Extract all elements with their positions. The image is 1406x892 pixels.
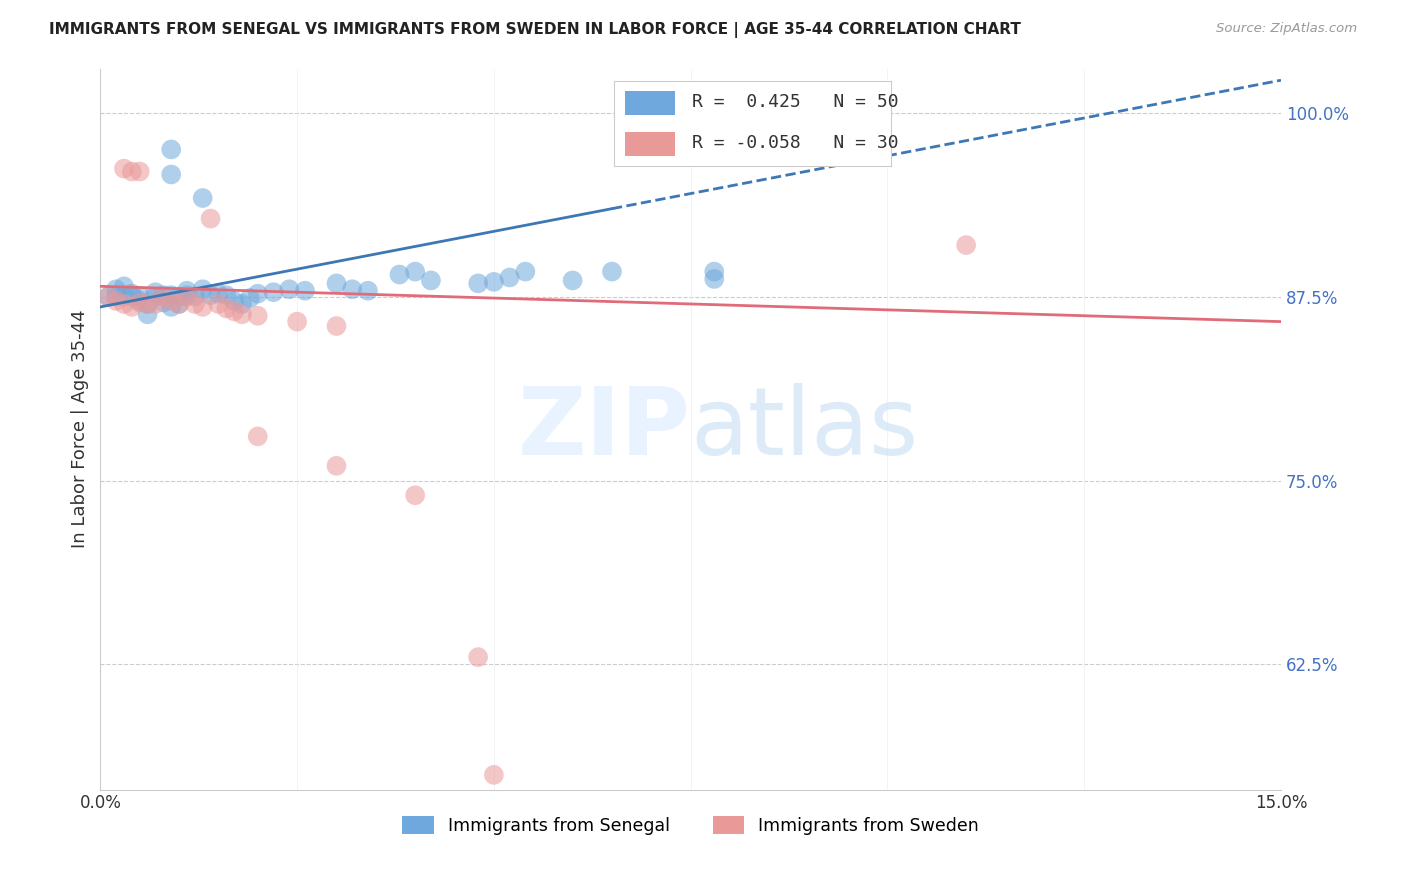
Point: [404, 264, 426, 278]
Point: [112, 279, 135, 293]
Point: [121, 286, 143, 301]
Point: [285, 315, 308, 329]
Text: atlas: atlas: [690, 383, 920, 475]
Point: [294, 284, 316, 298]
Point: [482, 275, 505, 289]
Point: [200, 211, 222, 226]
Point: [357, 284, 380, 298]
Point: [224, 293, 246, 308]
Point: [167, 297, 190, 311]
Point: [703, 264, 725, 278]
Point: [215, 288, 238, 302]
Point: [97, 290, 120, 304]
Point: [325, 277, 347, 291]
Legend: Immigrants from Senegal, Immigrants from Sweden: Immigrants from Senegal, Immigrants from…: [402, 816, 979, 835]
Point: [246, 286, 269, 301]
Point: [112, 297, 135, 311]
Point: [105, 293, 128, 308]
Point: [112, 290, 135, 304]
Point: [145, 285, 167, 300]
Point: [325, 319, 347, 334]
Point: [136, 297, 159, 311]
Point: [176, 290, 198, 304]
Point: [191, 191, 214, 205]
Point: [278, 282, 301, 296]
Point: [112, 161, 135, 176]
Point: [246, 429, 269, 443]
Point: [246, 309, 269, 323]
Point: [200, 288, 222, 302]
Point: [167, 290, 190, 304]
Point: [121, 290, 143, 304]
Point: [136, 297, 159, 311]
Point: [955, 238, 977, 252]
Point: [167, 297, 190, 311]
Point: [145, 290, 167, 304]
Point: [207, 297, 229, 311]
Point: [136, 307, 159, 321]
Point: [515, 264, 537, 278]
Point: [561, 273, 583, 287]
Point: [388, 268, 411, 282]
Point: [467, 650, 489, 665]
Point: [152, 295, 174, 310]
Point: [467, 277, 489, 291]
Point: [128, 164, 150, 178]
Point: [160, 168, 183, 182]
Point: [231, 307, 253, 321]
Point: [121, 164, 143, 178]
Point: [160, 300, 183, 314]
Point: [325, 458, 347, 473]
Point: [105, 282, 128, 296]
Point: [160, 293, 183, 308]
Point: [160, 288, 183, 302]
Point: [184, 297, 207, 311]
Point: [224, 304, 246, 318]
Point: [482, 768, 505, 782]
Text: Source: ZipAtlas.com: Source: ZipAtlas.com: [1216, 22, 1357, 36]
Point: [128, 295, 150, 310]
Point: [152, 288, 174, 302]
Point: [176, 284, 198, 298]
Point: [97, 290, 120, 304]
Point: [176, 288, 198, 302]
Text: IMMIGRANTS FROM SENEGAL VS IMMIGRANTS FROM SWEDEN IN LABOR FORCE | AGE 35-44 COR: IMMIGRANTS FROM SENEGAL VS IMMIGRANTS FR…: [49, 22, 1021, 38]
Point: [184, 290, 207, 304]
Point: [207, 286, 229, 301]
Text: ZIP: ZIP: [517, 383, 690, 475]
Point: [263, 285, 285, 300]
Point: [191, 300, 214, 314]
Y-axis label: In Labor Force | Age 35-44: In Labor Force | Age 35-44: [72, 310, 89, 549]
Point: [121, 300, 143, 314]
Point: [145, 297, 167, 311]
Point: [152, 290, 174, 304]
Point: [105, 290, 128, 304]
Point: [128, 293, 150, 308]
Point: [231, 297, 253, 311]
Point: [419, 273, 441, 287]
Point: [191, 282, 214, 296]
Point: [498, 270, 520, 285]
Point: [215, 301, 238, 316]
Point: [160, 143, 183, 157]
Point: [404, 488, 426, 502]
Point: [600, 264, 623, 278]
Point: [703, 272, 725, 286]
Point: [128, 290, 150, 304]
Point: [239, 291, 262, 305]
Point: [342, 282, 364, 296]
